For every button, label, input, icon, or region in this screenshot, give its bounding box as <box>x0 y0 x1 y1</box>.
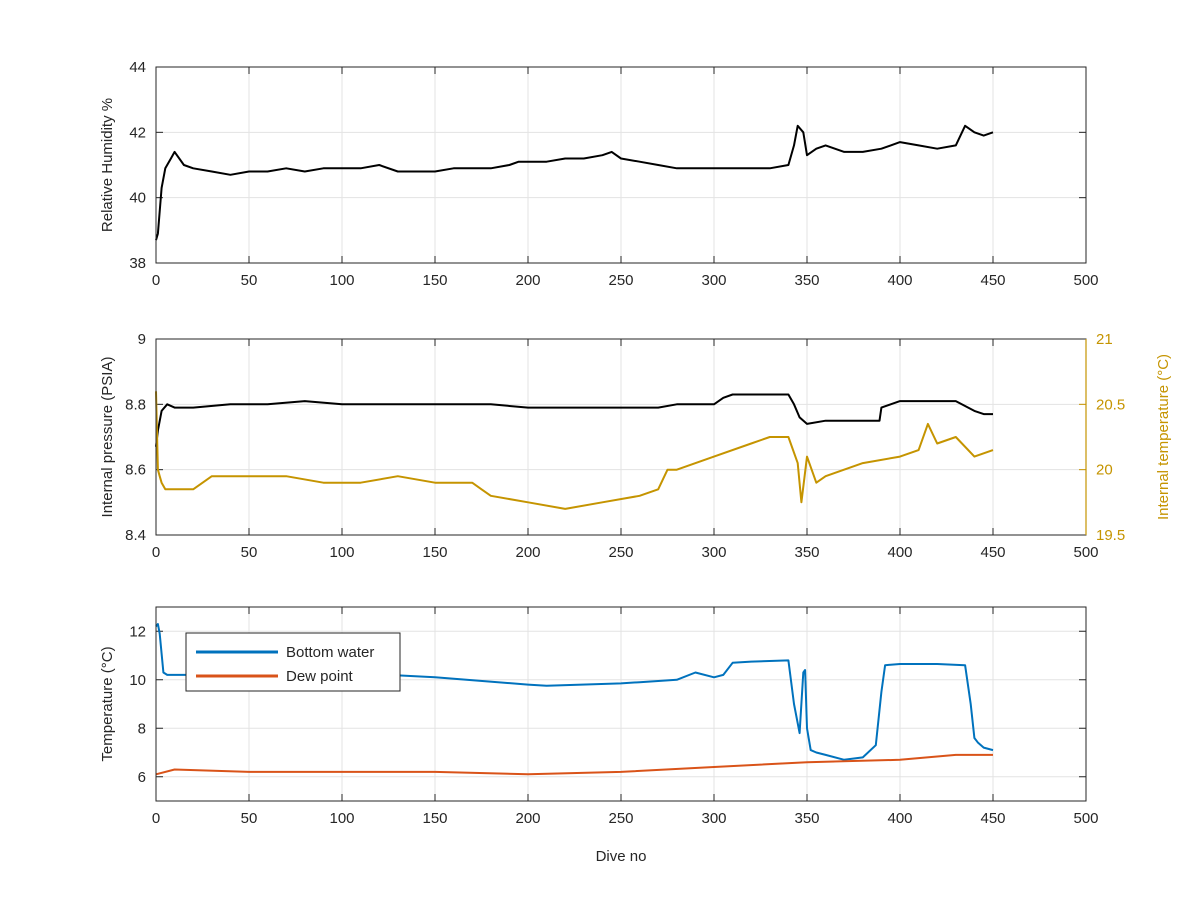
x-tick-label: 200 <box>515 272 540 289</box>
x-tick-label: 250 <box>608 272 633 289</box>
x-tick-label: 0 <box>152 544 160 561</box>
axes-frame <box>155 66 1087 264</box>
y-tick-label: 12 <box>129 623 146 640</box>
panels: 0 50 100 150 200 250 300 350 400 450 50038404244Re… <box>99 59 1172 827</box>
x-tick-label: 250 <box>608 544 633 561</box>
y-right-tick-label: 20 <box>1096 462 1113 479</box>
x-tick-label: 100 <box>329 272 354 289</box>
y-tick-label: 42 <box>129 124 146 141</box>
y-axis-label: Temperature (°C) <box>99 646 116 761</box>
axes-frame <box>155 606 1087 802</box>
y-right-tick-label: 21 <box>1096 331 1113 348</box>
y-axis-label: Internal pressure (PSIA) <box>99 357 116 518</box>
y-axis-label: Relative Humidity % <box>99 98 116 232</box>
x-tick-label: 350 <box>794 272 819 289</box>
x-tick-label: 200 <box>515 810 540 827</box>
y-right-tick-label: 20.5 <box>1096 396 1125 413</box>
series-line-1 <box>155 124 994 241</box>
legend-label: Dew point <box>286 668 354 685</box>
x-tick-label: 400 <box>887 544 912 561</box>
y-right-axis-label: Internal temperature (°C) <box>1155 354 1172 520</box>
x-tick-label: 100 <box>329 544 354 561</box>
legend-box <box>185 632 401 692</box>
series-line-2 <box>155 391 994 510</box>
x-tick-label: 150 <box>422 810 447 827</box>
x-tick-label: 350 <box>794 544 819 561</box>
x-tick-label: 150 <box>422 272 447 289</box>
x-tick-label: 500 <box>1073 810 1098 827</box>
y-tick-label: 9 <box>138 331 146 348</box>
x-tick-label: 300 <box>701 272 726 289</box>
x-tick-label: 450 <box>980 272 1005 289</box>
chart-panel-3: 0 50 100 150 200 250 300 350 400 450 500 6 8 10 12 Temp… <box>99 606 1099 827</box>
x-tick-label: 300 <box>701 544 726 561</box>
x-tick-label: 300 <box>701 810 726 827</box>
y-tick-label: 8.4 <box>125 527 146 544</box>
chart-panel-1: 0 50 100 150 200 250 300 350 400 450 500 38 40 42 44 Re… <box>99 59 1099 289</box>
y-tick-label: 10 <box>129 672 146 689</box>
x-tick-label: 450 <box>980 810 1005 827</box>
series-line-2 <box>155 753 993 776</box>
y-tick-label: 8.6 <box>125 462 146 479</box>
chart-panel-2: 0 50 100 150 200 250 300 350 400 450 500 8.4 8.6 8.8 9… <box>99 331 1172 561</box>
x-tick-label: 0 <box>152 272 160 289</box>
x-tick-label: 250 <box>608 810 633 827</box>
x-tick-label: 350 <box>794 810 819 827</box>
x-tick-label: 50 <box>241 272 258 289</box>
x-tick-label: 200 <box>515 544 540 561</box>
y-tick-label: 40 <box>129 190 146 207</box>
x-tick-label: 100 <box>329 810 354 827</box>
y-tick-label: 6 <box>138 769 146 786</box>
x-tick-label: 0 <box>152 810 160 827</box>
x-tick-label: 50 <box>241 810 258 827</box>
x-tick-label: 150 <box>422 544 447 561</box>
x-tick-label: 400 <box>887 272 912 289</box>
x-axis-label: Dive no <box>596 848 647 865</box>
x-tick-label: 500 <box>1073 544 1098 561</box>
y-tick-label: 8 <box>138 720 146 737</box>
series-line-1 <box>155 393 993 447</box>
y-tick-label: 44 <box>129 59 146 76</box>
y-tick-label: 8.8 <box>125 396 146 413</box>
y-tick-label: 38 <box>129 255 146 272</box>
x-tick-label: 400 <box>887 810 912 827</box>
x-tick-label: 500 <box>1073 272 1098 289</box>
legend-label: Bottom water <box>286 644 374 661</box>
x-tick-label: 50 <box>241 544 258 561</box>
y-right-tick-label: 19.5 <box>1096 527 1125 544</box>
x-tick-label: 450 <box>980 544 1005 561</box>
